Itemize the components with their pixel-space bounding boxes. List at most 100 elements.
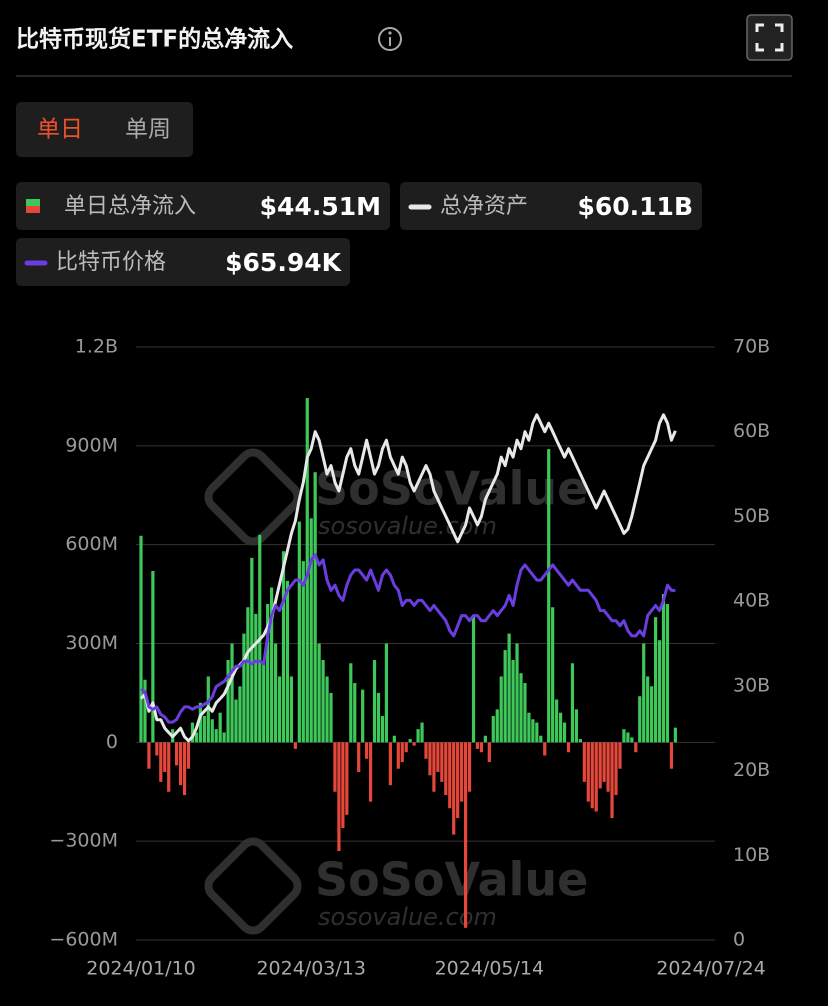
legend-label: 单日总净流入 xyxy=(64,194,196,219)
y-tick-label: −300M xyxy=(49,830,118,852)
bar xyxy=(214,729,218,743)
bar xyxy=(543,742,547,756)
y-tick-label: 300M xyxy=(65,632,118,654)
bar xyxy=(155,742,159,756)
bar xyxy=(388,742,392,786)
bar xyxy=(511,659,515,743)
bar xyxy=(273,643,278,743)
bar xyxy=(404,742,408,753)
bar xyxy=(555,699,559,743)
bar xyxy=(507,633,511,743)
bar xyxy=(424,742,428,759)
line xyxy=(140,553,676,724)
bar xyxy=(270,587,274,743)
bar xyxy=(143,679,147,743)
bar xyxy=(416,729,420,743)
info-icon[interactable] xyxy=(378,27,402,51)
bar xyxy=(329,692,333,743)
bar xyxy=(598,742,602,789)
legend-value: $60.11B xyxy=(577,192,693,221)
bar xyxy=(147,742,151,769)
bar xyxy=(242,633,246,743)
line xyxy=(139,413,677,743)
bar xyxy=(432,742,436,792)
bar xyxy=(293,742,297,749)
x-tick-label: 2024/03/13 xyxy=(256,958,366,980)
title: 比特币现货ETF的总净流入 xyxy=(16,26,293,53)
bar xyxy=(606,742,610,792)
bar xyxy=(566,742,571,753)
bar xyxy=(175,742,179,766)
x-tick-label: 2024/05/14 xyxy=(435,958,545,980)
bar xyxy=(182,742,187,796)
y2-tick-label: 70B xyxy=(733,336,770,358)
bar xyxy=(499,676,503,743)
bar xyxy=(586,742,590,802)
bar xyxy=(194,732,199,743)
bar xyxy=(646,676,650,743)
tab[interactable]: 单日 xyxy=(37,117,83,143)
bar xyxy=(321,659,325,743)
bar xyxy=(448,742,452,809)
bar xyxy=(333,742,337,792)
bar xyxy=(309,518,313,743)
bar xyxy=(230,643,234,743)
bar xyxy=(325,676,329,743)
bar xyxy=(301,561,305,743)
bar xyxy=(190,722,195,743)
bar xyxy=(392,735,396,743)
fullscreen-button[interactable] xyxy=(746,14,793,61)
bar xyxy=(519,673,523,743)
y2-tick-label: 60B xyxy=(733,420,770,442)
tab-group xyxy=(16,102,193,157)
bar xyxy=(400,742,404,763)
bar xyxy=(297,521,301,743)
bar xyxy=(574,709,579,743)
bar xyxy=(539,735,543,743)
bar xyxy=(661,594,666,743)
y2-tick-label: 30B xyxy=(733,674,770,696)
bar xyxy=(594,742,598,812)
bar xyxy=(337,742,341,852)
bar xyxy=(634,742,638,753)
tab[interactable]: 单周 xyxy=(125,117,171,143)
bar xyxy=(463,742,468,928)
bar xyxy=(653,617,658,743)
bar xyxy=(638,696,642,743)
bar xyxy=(630,737,634,743)
bar xyxy=(396,742,400,769)
bar xyxy=(523,683,527,743)
legend-value: $44.51M xyxy=(260,192,381,221)
bar xyxy=(317,643,321,743)
bar xyxy=(460,742,464,802)
bar xyxy=(471,617,476,743)
bar xyxy=(365,742,369,759)
bar xyxy=(368,742,373,802)
bar xyxy=(503,650,507,743)
bar xyxy=(669,742,674,769)
bar xyxy=(495,709,499,743)
legend-swatch xyxy=(26,206,40,213)
bar xyxy=(266,603,270,743)
bar xyxy=(202,715,206,743)
bar xyxy=(345,742,349,815)
bar xyxy=(262,663,266,743)
bar xyxy=(547,449,551,743)
bar xyxy=(531,719,535,743)
watermark-url: sosovalue.com xyxy=(318,903,497,931)
bar xyxy=(578,739,582,743)
bar xyxy=(151,571,155,743)
bar xyxy=(479,742,484,753)
bar xyxy=(222,732,226,743)
bar xyxy=(226,659,230,743)
watermark-text: SoSoValue xyxy=(315,853,588,907)
bar xyxy=(206,676,210,743)
bar xyxy=(650,686,654,743)
bar xyxy=(198,702,202,743)
bar xyxy=(582,742,586,782)
bar xyxy=(218,712,222,743)
bar xyxy=(622,729,626,743)
